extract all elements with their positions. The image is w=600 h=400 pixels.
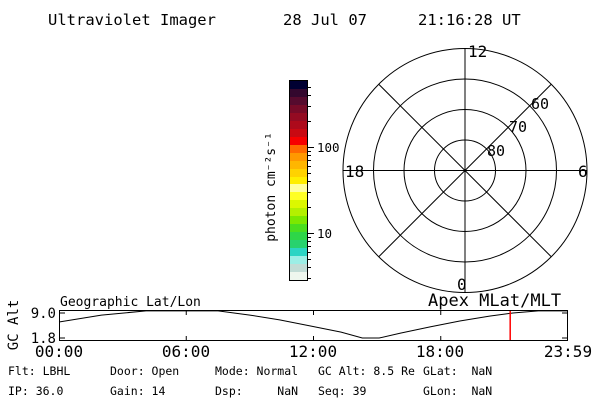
polar-mlt-6-label: 6 — [578, 162, 588, 181]
colorbar-band — [290, 129, 307, 137]
colorbar-tick-mark — [308, 181, 311, 182]
colorbar-tick-mark — [308, 166, 311, 167]
strip-ytick-18: 1.8 — [31, 331, 56, 347]
strip-left-title: Geographic Lat/Lon — [60, 295, 201, 310]
colorbar-tick-mark — [308, 155, 311, 156]
colorbar-band — [290, 153, 307, 161]
page-title: Ultraviolet Imager — [48, 11, 216, 29]
colorbar-tick-mark — [308, 87, 311, 88]
colorbar — [289, 80, 308, 281]
colorbar-band — [290, 208, 307, 216]
strip-frame-rect — [59, 310, 568, 341]
colorbar-band — [290, 256, 307, 264]
status-seq: Seq: 39 — [318, 384, 367, 398]
colorbar-band — [290, 240, 307, 248]
colorbar-tick-mark — [308, 192, 311, 193]
colorbar-tick-mark — [308, 278, 311, 279]
status-ip: IP: 36.0 — [8, 384, 64, 398]
colorbar-band — [290, 137, 307, 145]
colorbar-band — [290, 232, 307, 240]
colorbar-tick-mark — [308, 259, 311, 260]
colorbar-tick-mark — [308, 237, 311, 238]
polar-mlt-0-label: 0 — [457, 275, 467, 294]
status-mode: Mode: Normal — [215, 364, 299, 378]
colorbar-band — [290, 97, 307, 105]
colorbar-tick-100: 100 — [317, 140, 340, 155]
colorbar-tick-mark — [308, 106, 311, 107]
colorbar-band — [290, 121, 307, 129]
colorbar-band — [290, 81, 307, 89]
colorbar-tick-mark — [308, 95, 311, 96]
colorbar-tick-mark — [308, 252, 311, 253]
strip-xtick-0000: 00:00 — [35, 342, 83, 361]
colorbar-band — [290, 224, 307, 232]
colorbar-tick-mark — [308, 173, 311, 174]
polar-lat-60-label: 60 — [531, 95, 549, 113]
colorbar-tick-mark — [308, 160, 311, 161]
header-time: 21:16:28 UT — [418, 11, 521, 29]
colorbar-band — [290, 169, 307, 177]
colorbar-tick-mark — [308, 233, 314, 234]
colorbar-band — [290, 161, 307, 169]
colorbar-tick-mark — [308, 207, 311, 208]
strip-right-title: Apex MLat/MLT — [428, 291, 561, 311]
strip-ytick-9: 9.0 — [31, 306, 56, 322]
status-glon: GLon: NaN — [423, 384, 493, 398]
status-dsp: Dsp: NaN — [215, 384, 299, 398]
strip-xtick-2359: 23:59 — [544, 342, 592, 361]
status-glat: GLat: NaN — [423, 364, 493, 378]
colorbar-band — [290, 272, 307, 280]
colorbar-tick-mark — [308, 121, 311, 122]
colorbar-band — [290, 192, 307, 200]
colorbar-band — [290, 200, 307, 208]
colorbar-band — [290, 145, 307, 153]
status-door: Door: Open — [110, 364, 180, 378]
colorbar-band — [290, 177, 307, 184]
strip-xtick-0600: 06:00 — [162, 342, 210, 361]
colorbar-band — [290, 248, 307, 256]
colorbar-tick-mark — [308, 151, 311, 152]
polar-lat-80-label: 80 — [487, 142, 505, 160]
colorbar-tick-10: 10 — [317, 226, 333, 241]
status-gc-alt: GC Alt: 8.5 Re — [318, 364, 415, 378]
polar-mlt-18-label: 18 — [345, 162, 364, 181]
polar-lat-70-label: 70 — [509, 118, 527, 136]
polar-mlt-12-label: 12 — [468, 42, 487, 61]
strip-y-axis-label: GC Alt — [6, 300, 22, 351]
strip-xtick-1200: 12:00 — [289, 342, 337, 361]
colorbar-band — [290, 113, 307, 121]
colorbar-band — [290, 216, 307, 224]
polar-grid — [342, 48, 588, 293]
header-date: 28 Jul 07 — [283, 11, 367, 29]
colorbar-tick-mark — [308, 246, 311, 247]
status-gain: Gain: 14 — [110, 384, 166, 398]
status-flt: Flt: LBHL — [8, 364, 71, 378]
colorbar-band — [290, 89, 307, 97]
colorbar-tick-mark — [308, 147, 314, 148]
colorbar-band — [290, 105, 307, 113]
strip-chart — [58, 310, 568, 341]
strip-xtick-1800: 18:00 — [416, 342, 464, 361]
colorbar-tick-mark — [308, 241, 311, 242]
gc-alt-curve — [58, 310, 568, 339]
polar-spoke-135 — [378, 83, 552, 258]
colorbar-band — [290, 184, 307, 192]
colorbar-band — [290, 264, 307, 272]
colorbar-tick-mark — [308, 267, 311, 268]
